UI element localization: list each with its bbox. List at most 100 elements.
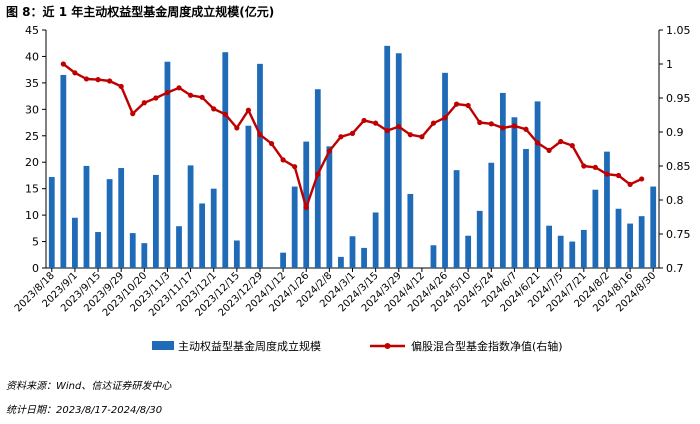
bar [546,225,553,268]
right-tick-label: 0.7 [666,262,684,275]
line-point [569,143,575,149]
line-point [268,140,275,147]
line-point [627,181,633,187]
right-tick-label: 1 [666,58,673,71]
bar [395,53,402,268]
bar [523,149,529,268]
line-point [384,128,390,134]
line-point [95,77,101,83]
bar [476,210,483,268]
line-point [222,111,228,117]
line-point [511,123,518,129]
left-tick-label: 10 [25,209,39,222]
bar [291,186,298,268]
right-tick-label: 0.95 [666,92,691,105]
left-tick-label: 30 [25,103,39,116]
chart-title: 图 8：近 1 年主动权益型基金周度成立规模(亿元) [6,5,275,19]
legend-bar-swatch [152,341,174,350]
line-point [442,115,448,121]
bar [314,89,321,268]
bar [511,117,518,269]
line-point [164,89,171,96]
line-point [292,164,298,170]
bar [338,256,344,268]
line-series [60,61,645,211]
legend: 主动权益型基金周度成立规模 偏股混合型基金指数净值(右轴) [152,339,563,353]
legend-line-marker [384,343,391,349]
line-point [523,126,529,132]
right-tick-label: 0.75 [666,228,691,241]
bar [407,193,414,268]
bar [615,208,622,268]
bar [326,146,333,268]
bar [638,216,645,268]
line-point [211,106,217,112]
left-tick-label: 5 [32,236,39,249]
line-point [315,171,321,177]
axes: 0 5 10 15 20 25 30 35 40 45 0.7 0.75 0.8 0.85 0.9 0.95 1… [13,24,691,319]
bar [199,203,206,268]
bar [453,170,460,268]
left-tick-label: 35 [25,77,39,90]
bar [499,92,506,268]
bar [222,52,229,268]
right-tick-label: 0.85 [666,160,691,173]
line-point [153,95,159,101]
line-point [303,204,309,211]
line-point [419,134,425,140]
bar [210,188,217,268]
bar [372,212,379,268]
line-point [72,70,78,76]
bar [650,186,657,268]
line-point [500,125,506,131]
line-point [488,121,494,127]
line-point [280,157,286,163]
bar [534,101,541,269]
left-tick-label: 15 [25,183,39,196]
line-point [338,134,344,140]
line-point [558,138,564,145]
right-tick-label: 1.05 [666,24,691,37]
bar [430,245,437,268]
legend-line-label: 偏股混合型基金指数净值(右轴) [411,339,563,353]
line-point [141,100,147,106]
line-point [326,148,332,154]
line-point [257,132,263,138]
line-point [592,164,598,170]
line-point [453,101,460,107]
line-point [199,94,205,100]
bar [592,189,599,268]
line-point [546,147,552,153]
bar [164,61,171,268]
line-point [477,119,483,126]
bar [83,165,90,268]
line-point [176,85,182,91]
bar [280,252,286,268]
line-point [118,83,124,90]
line-point [534,140,541,146]
bar [465,235,472,268]
line-point [465,102,471,109]
bar [129,233,136,268]
left-tick-label: 20 [25,156,39,169]
bar [118,168,125,268]
bar [557,235,564,268]
bar [257,63,263,268]
line-point [581,163,587,169]
left-tick-label: 45 [25,24,39,37]
period-note: 统计日期：2023/8/17-2024/8/30 [6,405,163,416]
line-point [604,171,610,177]
bar [233,240,240,268]
legend-bar-label: 主动权益型基金周度成立规模 [178,339,321,353]
bar [627,223,633,268]
line-point [396,123,402,130]
bar [361,247,367,268]
line-point [373,120,379,126]
line-point [60,61,66,67]
chart-canvas: 0 5 10 15 20 25 30 35 40 45 0.7 0.75 0.8 0.85 0.9 0.95 1… [13,24,691,353]
bar [349,236,356,268]
line-point [615,172,622,179]
line-point [83,76,90,82]
bar [176,226,182,268]
line-point [130,111,136,117]
